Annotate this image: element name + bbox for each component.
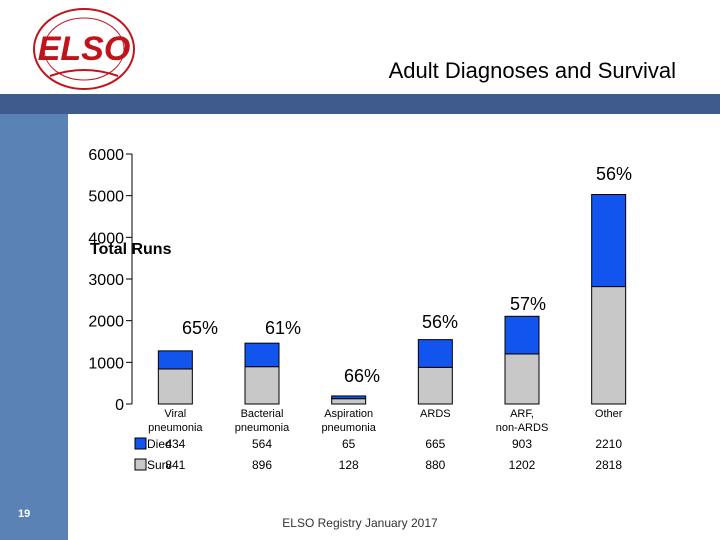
x-category-label: Bacterial pneumonia (235, 408, 290, 434)
bar-died (244, 342, 280, 368)
table-cell: 2818 (595, 458, 622, 472)
table-cell: 880 (425, 458, 445, 472)
header-bar (0, 94, 720, 114)
bar-surv (591, 286, 627, 405)
x-category-label: Aspiration pneumonia (321, 408, 376, 434)
table-cell: 665 (425, 437, 445, 451)
bar-surv (244, 366, 280, 405)
y-tick-label: 0 (115, 397, 124, 414)
footer-source: ELSO Registry January 2017 (282, 516, 438, 530)
y-tick-label: 1000 (88, 355, 124, 372)
table-cell: 128 (339, 458, 359, 472)
bar-died (157, 350, 193, 370)
bar-died (417, 339, 453, 368)
x-category-label: Other (595, 408, 623, 420)
slide-title: Adult Diagnoses and Survival (388, 58, 676, 83)
legend-label: Surv (147, 458, 172, 472)
table-cell: 2210 (595, 437, 622, 451)
page-number: 19 (18, 508, 31, 520)
table-cell: 1202 (509, 458, 536, 472)
elso-logo: ELSO (33, 8, 135, 90)
y-axis-title: Total Runs (90, 241, 172, 258)
legend-swatch (134, 458, 147, 471)
y-tick-label: 2000 (88, 314, 124, 331)
y-tick-label: 5000 (88, 189, 124, 206)
y-tick-label: 3000 (88, 272, 124, 289)
percent-annotation: 65% (182, 318, 218, 338)
bar-surv (331, 398, 367, 405)
bar-died (591, 194, 627, 288)
bar-died (331, 395, 367, 400)
percent-annotation: 56% (422, 312, 458, 332)
table-cell: 434 (165, 437, 185, 451)
percent-annotation: 61% (265, 318, 301, 338)
x-category-label: Viral pneumonia (148, 408, 203, 434)
y-tick-label: 4000 (88, 230, 124, 247)
bar-surv (417, 366, 453, 405)
legend-label: Died (147, 437, 172, 451)
bar-died (504, 315, 540, 355)
percent-annotation: 57% (510, 294, 546, 314)
table-cell: 841 (165, 458, 185, 472)
bar-surv (157, 368, 193, 405)
table-cell: 564 (252, 437, 272, 451)
bar-surv (504, 353, 540, 405)
x-category-label: ARF, non-ARDS (496, 408, 549, 434)
legend-swatch (134, 437, 147, 450)
percent-annotation: 56% (596, 164, 632, 184)
svg-text:ELSO: ELSO (38, 30, 131, 68)
y-tick-label: 6000 (88, 147, 124, 164)
table-cell: 896 (252, 458, 272, 472)
x-category-label: ARDS (420, 408, 451, 420)
stacked-bar-chart: 0 1000 2000 3000 4000 5000 6000 65% 61% 66% 56% 57… (88, 147, 632, 472)
table-cell: 903 (512, 437, 532, 451)
percent-annotation: 66% (344, 366, 380, 386)
left-side-bar (0, 94, 68, 540)
table-cell: 65 (342, 437, 356, 451)
